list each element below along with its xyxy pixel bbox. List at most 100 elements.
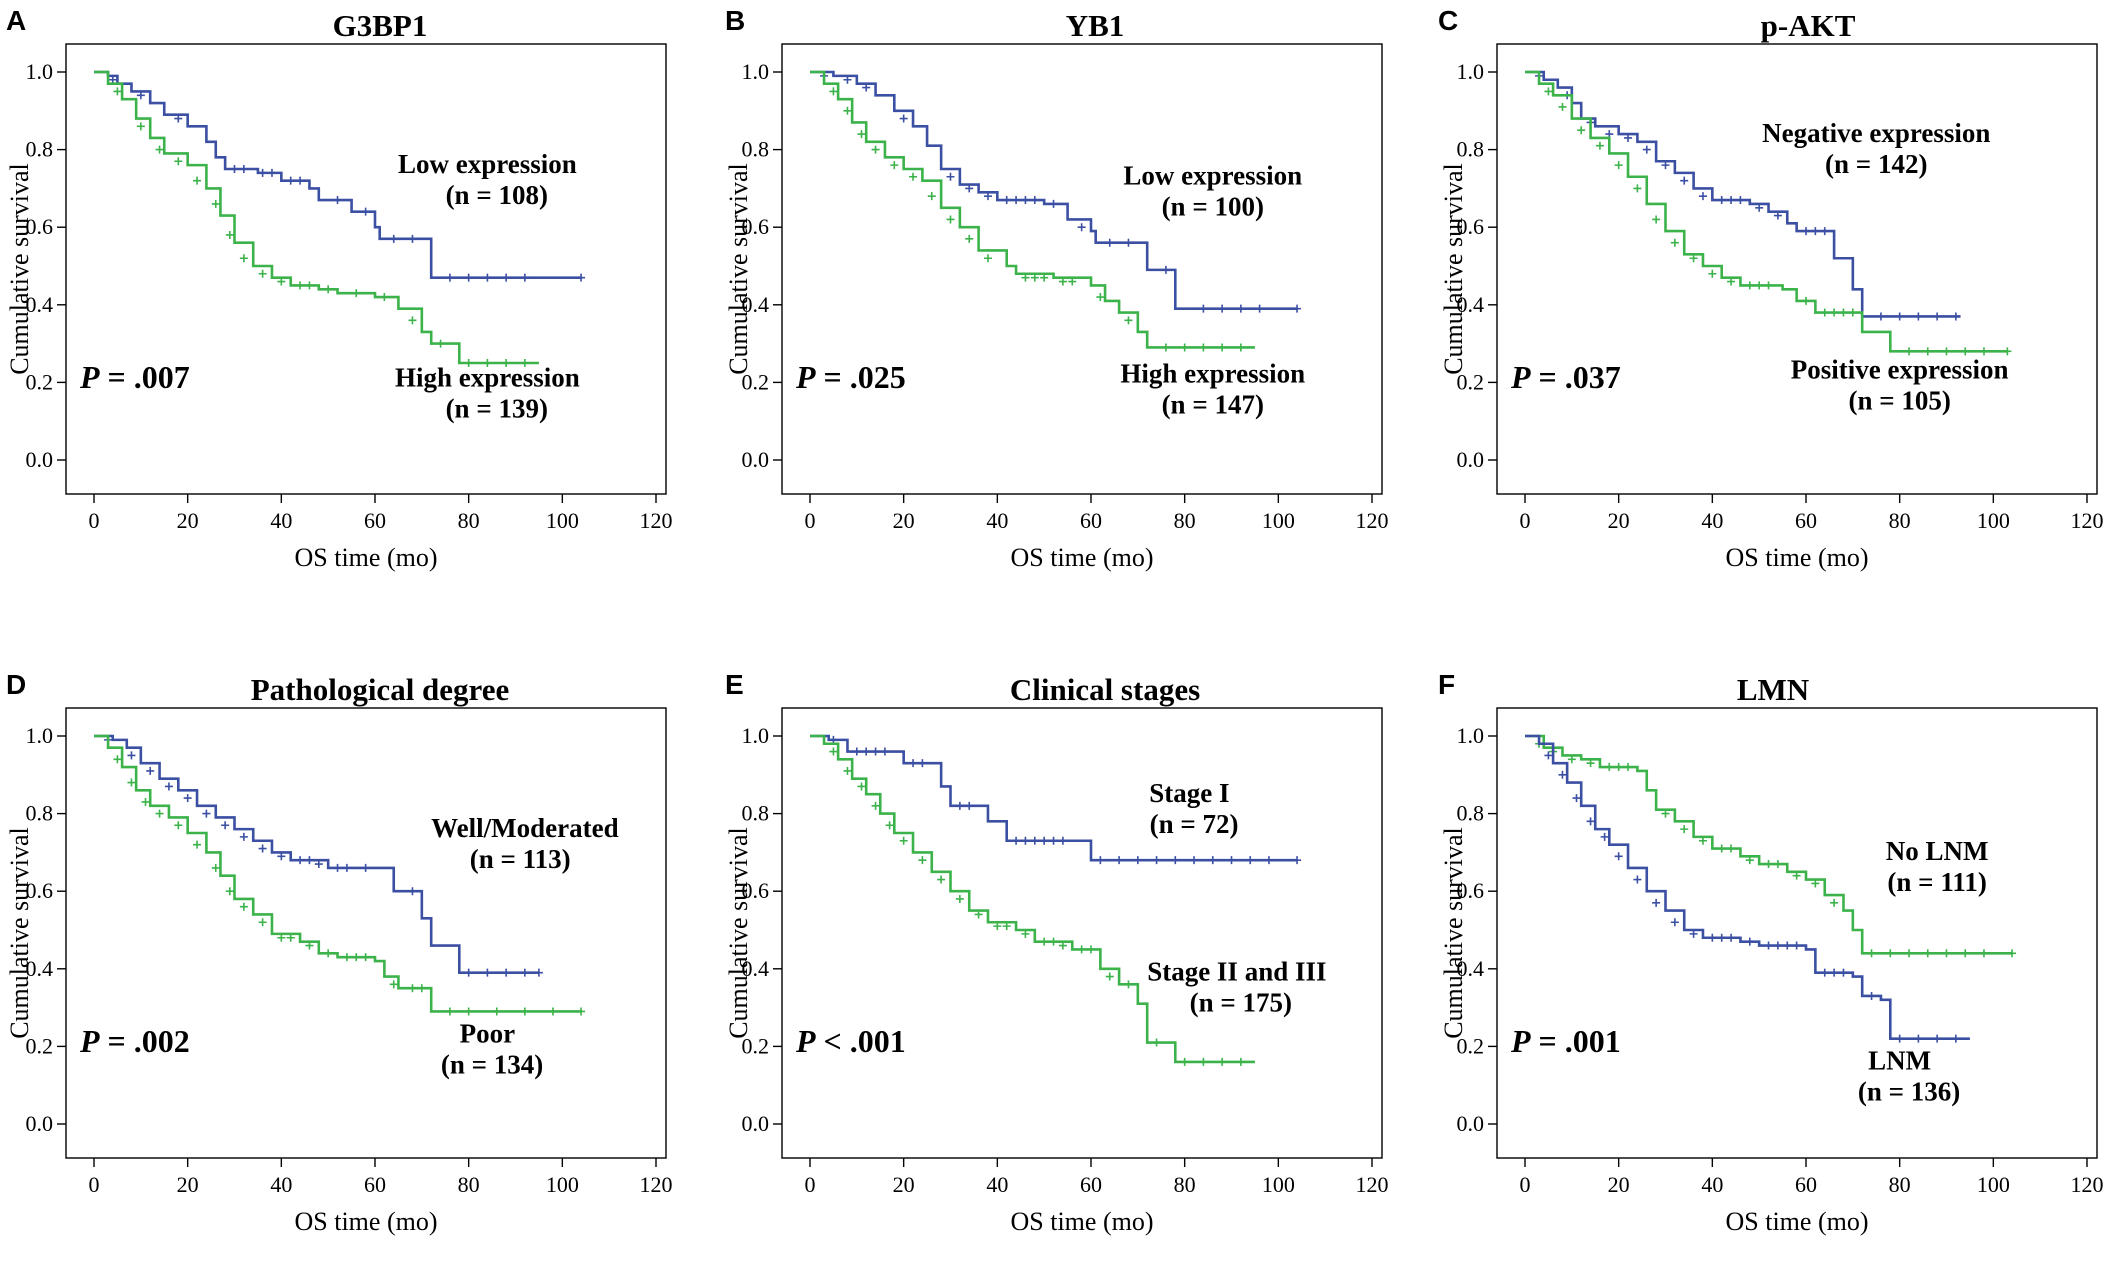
censor-mark [1717, 196, 1726, 205]
censor-mark [1236, 304, 1245, 313]
censor-mark [1745, 937, 1754, 946]
censor-mark [927, 192, 936, 201]
censor-mark [277, 933, 286, 942]
panel-title: Clinical stages [1010, 672, 1200, 707]
censor-mark [1077, 945, 1086, 954]
curve-annotation: LNM [1868, 1046, 1931, 1076]
y-tick-label: 0.8 [1457, 801, 1485, 826]
p-symbol: P [795, 1023, 816, 1059]
series-negative-expression [1525, 70, 1961, 321]
y-tick-label: 0.8 [742, 801, 770, 826]
x-tick-label: 100 [1977, 1172, 2010, 1197]
censor-mark [361, 207, 370, 216]
censor-mark [1595, 141, 1604, 150]
censor-mark [1923, 949, 1932, 958]
censor-mark [852, 747, 861, 756]
censor-mark [1624, 763, 1633, 772]
x-tick-label: 20 [893, 508, 915, 533]
censor-mark [1914, 312, 1923, 321]
curve-annotation: No LNM [1886, 836, 1989, 866]
x-tick-label: 60 [364, 508, 386, 533]
censor-mark [464, 359, 473, 367]
censor-mark [1783, 941, 1792, 950]
censor-mark [1670, 238, 1679, 247]
censor-mark [1942, 347, 1951, 356]
series-low-expression [94, 70, 586, 282]
p-value: P = .037 [1510, 359, 1621, 395]
censor-mark [1876, 312, 1885, 321]
censor-mark [1708, 933, 1717, 942]
censor-mark [1152, 1038, 1161, 1047]
censor-mark [464, 1007, 473, 1016]
curve-annotation: (n = 105) [1848, 386, 1950, 416]
censor-mark [899, 836, 908, 845]
censor-mark [1680, 176, 1689, 185]
x-tick-label: 40 [986, 508, 1008, 533]
censor-mark [1577, 126, 1586, 135]
curve-annotation: (n = 113) [470, 844, 571, 874]
censor-mark [1764, 941, 1773, 950]
censor-mark [520, 359, 529, 367]
censor-mark [1811, 879, 1820, 888]
censor-mark [352, 289, 361, 298]
censor-mark [1572, 794, 1581, 803]
censor-mark [1933, 1034, 1942, 1043]
censor-mark [1124, 238, 1133, 247]
y-tick-label: 0.0 [742, 447, 770, 472]
p-text: = .025 [816, 359, 906, 395]
censor-mark [1792, 871, 1801, 880]
y-tick-label: 0.2 [26, 1033, 54, 1058]
censor-mark [2008, 949, 2017, 958]
panel-f: F LMN 0.0 0.2 0.4 0.6 0.8 1.0 0 20 40 60 80 100 120 OS … [1438, 669, 2104, 1236]
censor-mark [136, 122, 145, 131]
censor-mark [2003, 347, 2012, 356]
x-axis-title: OS time (mo) [295, 1207, 438, 1236]
series-high-expression [810, 70, 1255, 352]
censor-mark [1236, 1057, 1245, 1066]
censor-mark [1933, 312, 1942, 321]
censor-mark [1171, 856, 1180, 865]
p-text: < .001 [816, 1023, 906, 1059]
curve-annotation: (n = 108) [446, 180, 548, 210]
curve-annotation: Well/Moderated [431, 813, 618, 843]
curve-annotation: Positive expression [1791, 355, 2009, 385]
censor-mark [1049, 937, 1058, 946]
censor-mark [1670, 918, 1679, 927]
censor-mark [1792, 941, 1801, 950]
censor-mark [1951, 1034, 1960, 1043]
y-tick-label: 0.0 [742, 1111, 770, 1136]
curve-annotation: Negative expression [1762, 118, 1990, 148]
x-tick-label: 80 [1889, 1172, 1911, 1197]
censor-mark [1264, 856, 1273, 865]
x-tick-label: 60 [364, 1172, 386, 1197]
censor-mark [1124, 316, 1133, 325]
censor-mark [174, 114, 183, 123]
censor-mark [258, 269, 267, 278]
y-tick-label: 0.4 [742, 292, 770, 317]
censor-mark [1030, 836, 1039, 845]
censor-mark [305, 281, 314, 290]
y-tick-label: 1.0 [1457, 723, 1485, 748]
censor-mark [1614, 763, 1623, 772]
plot-frame [781, 707, 1383, 1159]
censor-mark [1058, 277, 1067, 286]
series-no-lnm [1525, 734, 2017, 958]
censor-mark [333, 863, 342, 872]
curve-annotation: (n = 72) [1150, 809, 1239, 839]
y-tick-label: 0.4 [1457, 292, 1485, 317]
x-tick-label: 20 [1608, 1172, 1630, 1197]
censor-mark [1096, 856, 1105, 865]
censor-mark [436, 339, 445, 348]
censor-mark [183, 794, 192, 803]
censor-mark [113, 87, 122, 96]
x-tick-label: 100 [1977, 508, 2010, 533]
p-value: P = .007 [79, 359, 190, 395]
p-value: P = .001 [1510, 1023, 1621, 1059]
censor-mark [1096, 293, 1105, 302]
censor-mark [1049, 836, 1058, 845]
p-symbol: P [795, 359, 816, 395]
series-low-expression [810, 70, 1302, 313]
censor-mark [445, 273, 454, 282]
censor-mark [1021, 273, 1030, 282]
